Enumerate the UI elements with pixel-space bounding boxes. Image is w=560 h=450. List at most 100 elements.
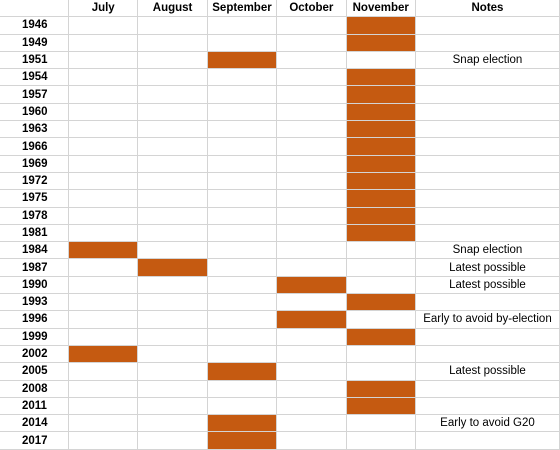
note-cell[interactable]: Latest possible	[415, 259, 560, 277]
filled-cell-july[interactable]	[69, 242, 139, 260]
empty-cell-november[interactable]	[346, 345, 416, 364]
header-november[interactable]: November	[346, 0, 416, 18]
year-cell[interactable]: 1999	[0, 328, 69, 346]
note-cell[interactable]	[415, 69, 560, 87]
filled-cell-november[interactable]	[346, 328, 416, 346]
header-notes[interactable]: Notes	[415, 0, 560, 18]
year-cell[interactable]: 1969	[0, 155, 69, 173]
year-cell[interactable]: 1987	[0, 259, 69, 277]
empty-cell-july[interactable]	[69, 17, 139, 35]
empty-cell-october[interactable]	[277, 103, 347, 122]
empty-cell-july[interactable]	[69, 363, 139, 381]
empty-cell-october[interactable]	[277, 121, 347, 139]
year-cell[interactable]: 2017	[0, 432, 69, 450]
note-cell[interactable]: Snap election	[415, 242, 560, 260]
note-cell[interactable]	[415, 190, 560, 208]
empty-cell-september[interactable]	[207, 294, 278, 312]
filled-cell-november[interactable]	[346, 103, 416, 122]
empty-cell-september[interactable]	[207, 207, 278, 225]
empty-cell-october[interactable]	[277, 328, 347, 346]
empty-cell-october[interactable]	[277, 415, 347, 433]
empty-cell-august[interactable]	[138, 51, 208, 70]
note-cell[interactable]	[415, 172, 560, 191]
empty-cell-september[interactable]	[207, 138, 278, 156]
header-october[interactable]: October	[277, 0, 347, 18]
empty-cell-september[interactable]	[207, 103, 278, 122]
note-cell[interactable]	[415, 328, 560, 346]
filled-cell-november[interactable]	[346, 121, 416, 139]
empty-cell-november[interactable]	[346, 311, 416, 329]
year-cell[interactable]: 1984	[0, 242, 69, 260]
empty-cell-july[interactable]	[69, 86, 139, 104]
empty-cell-july[interactable]	[69, 121, 139, 139]
empty-cell-july[interactable]	[69, 103, 139, 122]
filled-cell-november[interactable]	[346, 34, 416, 52]
empty-cell-july[interactable]	[69, 190, 139, 208]
empty-cell-july[interactable]	[69, 69, 139, 87]
filled-cell-november[interactable]	[346, 172, 416, 191]
filled-cell-august[interactable]	[138, 259, 208, 277]
note-cell[interactable]	[415, 432, 560, 450]
filled-cell-november[interactable]	[346, 86, 416, 104]
empty-cell-september[interactable]	[207, 224, 278, 243]
empty-cell-september[interactable]	[207, 380, 278, 398]
empty-cell-october[interactable]	[277, 86, 347, 104]
year-cell[interactable]: 1981	[0, 224, 69, 243]
empty-cell-september[interactable]	[207, 86, 278, 104]
empty-cell-july[interactable]	[69, 415, 139, 433]
empty-cell-august[interactable]	[138, 432, 208, 450]
filled-cell-november[interactable]	[346, 69, 416, 87]
empty-cell-august[interactable]	[138, 363, 208, 381]
year-cell[interactable]: 1949	[0, 34, 69, 52]
header-september[interactable]: September	[207, 0, 278, 18]
empty-cell-july[interactable]	[69, 138, 139, 156]
empty-cell-september[interactable]	[207, 242, 278, 260]
note-cell[interactable]	[415, 294, 560, 312]
year-cell[interactable]: 2002	[0, 345, 69, 364]
empty-cell-august[interactable]	[138, 224, 208, 243]
empty-cell-october[interactable]	[277, 17, 347, 35]
empty-cell-september[interactable]	[207, 155, 278, 173]
filled-cell-july[interactable]	[69, 345, 139, 364]
year-cell[interactable]: 2011	[0, 397, 69, 416]
empty-cell-august[interactable]	[138, 172, 208, 191]
filled-cell-november[interactable]	[346, 397, 416, 416]
empty-cell-august[interactable]	[138, 34, 208, 52]
year-cell[interactable]: 1960	[0, 103, 69, 122]
note-cell[interactable]	[415, 224, 560, 243]
empty-cell-october[interactable]	[277, 294, 347, 312]
empty-cell-august[interactable]	[138, 242, 208, 260]
empty-cell-august[interactable]	[138, 155, 208, 173]
year-cell[interactable]: 1954	[0, 69, 69, 87]
year-cell[interactable]: 1966	[0, 138, 69, 156]
empty-cell-august[interactable]	[138, 276, 208, 295]
empty-cell-october[interactable]	[277, 380, 347, 398]
empty-cell-september[interactable]	[207, 69, 278, 87]
year-cell[interactable]: 1946	[0, 17, 69, 35]
empty-cell-september[interactable]	[207, 276, 278, 295]
empty-cell-july[interactable]	[69, 259, 139, 277]
empty-cell-october[interactable]	[277, 69, 347, 87]
empty-cell-october[interactable]	[277, 432, 347, 450]
empty-cell-october[interactable]	[277, 172, 347, 191]
empty-cell-august[interactable]	[138, 328, 208, 346]
note-cell[interactable]: Latest possible	[415, 363, 560, 381]
empty-cell-september[interactable]	[207, 17, 278, 35]
empty-cell-august[interactable]	[138, 86, 208, 104]
empty-cell-november[interactable]	[346, 276, 416, 295]
empty-cell-october[interactable]	[277, 259, 347, 277]
filled-cell-november[interactable]	[346, 190, 416, 208]
filled-cell-november[interactable]	[346, 380, 416, 398]
year-cell[interactable]: 1951	[0, 51, 69, 70]
empty-cell-october[interactable]	[277, 224, 347, 243]
filled-cell-september[interactable]	[207, 363, 278, 381]
empty-cell-september[interactable]	[207, 397, 278, 416]
empty-cell-august[interactable]	[138, 345, 208, 364]
year-cell[interactable]: 1957	[0, 86, 69, 104]
empty-cell-july[interactable]	[69, 294, 139, 312]
empty-cell-july[interactable]	[69, 276, 139, 295]
empty-cell-july[interactable]	[69, 380, 139, 398]
empty-cell-august[interactable]	[138, 17, 208, 35]
empty-cell-september[interactable]	[207, 311, 278, 329]
empty-cell-october[interactable]	[277, 397, 347, 416]
